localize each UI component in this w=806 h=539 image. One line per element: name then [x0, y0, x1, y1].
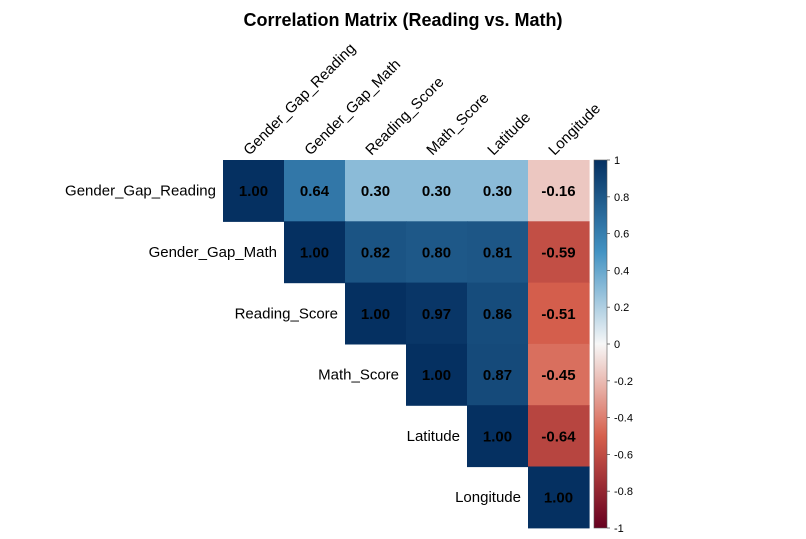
colorbar-tick-label: 0.2: [614, 302, 629, 314]
cell-value-Reading_Score-Reading_Score: 1.00: [361, 306, 390, 323]
cell-value-Latitude-Latitude: 1.00: [483, 428, 512, 445]
row-label-Longitude: Longitude: [455, 489, 521, 506]
cell-value-Gender_Gap_Reading-Reading_Score: 0.30: [361, 183, 390, 200]
row-label-Reading_Score: Reading_Score: [235, 305, 338, 322]
cell-value-Gender_Gap_Reading-Longitude: -0.16: [541, 183, 575, 200]
row-label-Gender_Gap_Math: Gender_Gap_Math: [149, 244, 277, 261]
cell-value-Reading_Score-Latitude: 0.86: [483, 306, 512, 323]
cell-Reading_Score-Math_Score: [406, 282, 468, 345]
cell-Gender_Gap_Reading-Longitude: [528, 160, 590, 222]
colorbar-tick-label: -0.8: [614, 486, 633, 498]
cell-value-Gender_Gap_Reading-Gender_Gap_Reading: 1.00: [239, 183, 268, 200]
col-label-Math_Score: Math_Score: [423, 90, 492, 159]
colorbar-gradient: [593, 159, 608, 529]
cell-Reading_Score-Latitude: [467, 282, 529, 345]
col-label-Gender_Gap_Reading: Gender_Gap_Reading: [240, 40, 359, 159]
cell-Gender_Gap_Reading-Reading_Score: [345, 160, 407, 222]
colorbar-tick-label: -0.2: [614, 376, 633, 388]
cell-value-Latitude-Longitude: -0.64: [541, 428, 576, 445]
colorbar-tick-label: 1: [614, 155, 620, 167]
cell-value-Longitude-Longitude: 1.00: [544, 490, 573, 507]
cell-Gender_Gap_Reading-Gender_Gap_Math: [284, 160, 346, 222]
cell-Gender_Gap_Reading-Math_Score: [406, 160, 468, 222]
col-label-Longitude: Longitude: [545, 100, 604, 159]
cell-value-Math_Score-Longitude: -0.45: [541, 367, 575, 384]
cell-Reading_Score-Longitude: [528, 282, 590, 345]
heatmap-cells: 1.00 0.64 0.30 0.30 0.30 -0.16 1.00 0.82 0.80 0.8…: [223, 160, 590, 529]
cell-value-Gender_Gap_Math-Reading_Score: 0.82: [361, 244, 390, 261]
cell-Gender_Gap_Math-Longitude: [528, 221, 590, 284]
col-label-Latitude: Latitude: [484, 109, 534, 159]
cell-value-Gender_Gap_Reading-Math_Score: 0.30: [422, 183, 451, 200]
cell-value-Reading_Score-Longitude: -0.51: [541, 306, 575, 323]
colorbar: 1 0.8 0.6 0.4 0.2 0 -0.2 -0.4 -0.6 -0.8 -1: [593, 155, 633, 535]
cell-value-Gender_Gap_Math-Latitude: 0.81: [483, 244, 512, 261]
cell-Math_Score-Math_Score: [406, 343, 468, 406]
cell-value-Gender_Gap_Reading-Latitude: 0.30: [483, 183, 512, 200]
cell-Latitude-Latitude: [467, 405, 529, 468]
colorbar-tick-label: -0.4: [614, 413, 633, 425]
row-label-Math_Score: Math_Score: [318, 367, 399, 384]
cell-Reading_Score-Reading_Score: [345, 282, 407, 345]
chart-title: Correlation Matrix (Reading vs. Math): [243, 10, 562, 30]
cell-Longitude-Longitude: [528, 466, 590, 529]
cell-Gender_Gap_Reading-Latitude: [467, 160, 529, 222]
colorbar-tick-label: 0.8: [614, 192, 629, 204]
row-label-Latitude: Latitude: [407, 428, 460, 445]
colorbar-tick-label: -0.6: [614, 449, 633, 461]
cell-Gender_Gap_Math-Latitude: [467, 221, 529, 284]
row-label-Gender_Gap_Reading: Gender_Gap_Reading: [65, 183, 216, 200]
colorbar-tick-label: 0.4: [614, 265, 629, 277]
colorbar-tick-label: 0: [614, 339, 620, 351]
cell-Math_Score-Longitude: [528, 343, 590, 406]
cell-value-Gender_Gap_Math-Math_Score: 0.80: [422, 244, 451, 261]
cell-value-Gender_Gap_Reading-Gender_Gap_Math: 0.64: [300, 183, 330, 200]
cell-Latitude-Longitude: [528, 405, 590, 468]
cell-value-Math_Score-Math_Score: 1.00: [422, 367, 451, 384]
cell-value-Math_Score-Latitude: 0.87: [483, 367, 512, 384]
cell-Gender_Gap_Reading-Gender_Gap_Reading: [223, 160, 285, 222]
row-labels: Gender_Gap_Reading Gender_Gap_Math Reading…: [65, 183, 521, 507]
colorbar-tick-label: 0.6: [614, 229, 629, 241]
cell-value-Gender_Gap_Math-Gender_Gap_Math: 1.00: [300, 244, 329, 261]
colorbar-tick-label: -1: [614, 523, 624, 535]
cell-Gender_Gap_Math-Gender_Gap_Math: [284, 221, 346, 284]
column-labels: Gender_Gap_ReadingGender_Gap_MathReading…: [240, 40, 604, 159]
cell-Math_Score-Latitude: [467, 343, 529, 406]
cell-Gender_Gap_Math-Math_Score: [406, 221, 468, 284]
cell-value-Gender_Gap_Math-Longitude: -0.59: [541, 244, 575, 261]
cell-Gender_Gap_Math-Reading_Score: [345, 221, 407, 284]
cell-value-Reading_Score-Math_Score: 0.97: [422, 306, 451, 323]
